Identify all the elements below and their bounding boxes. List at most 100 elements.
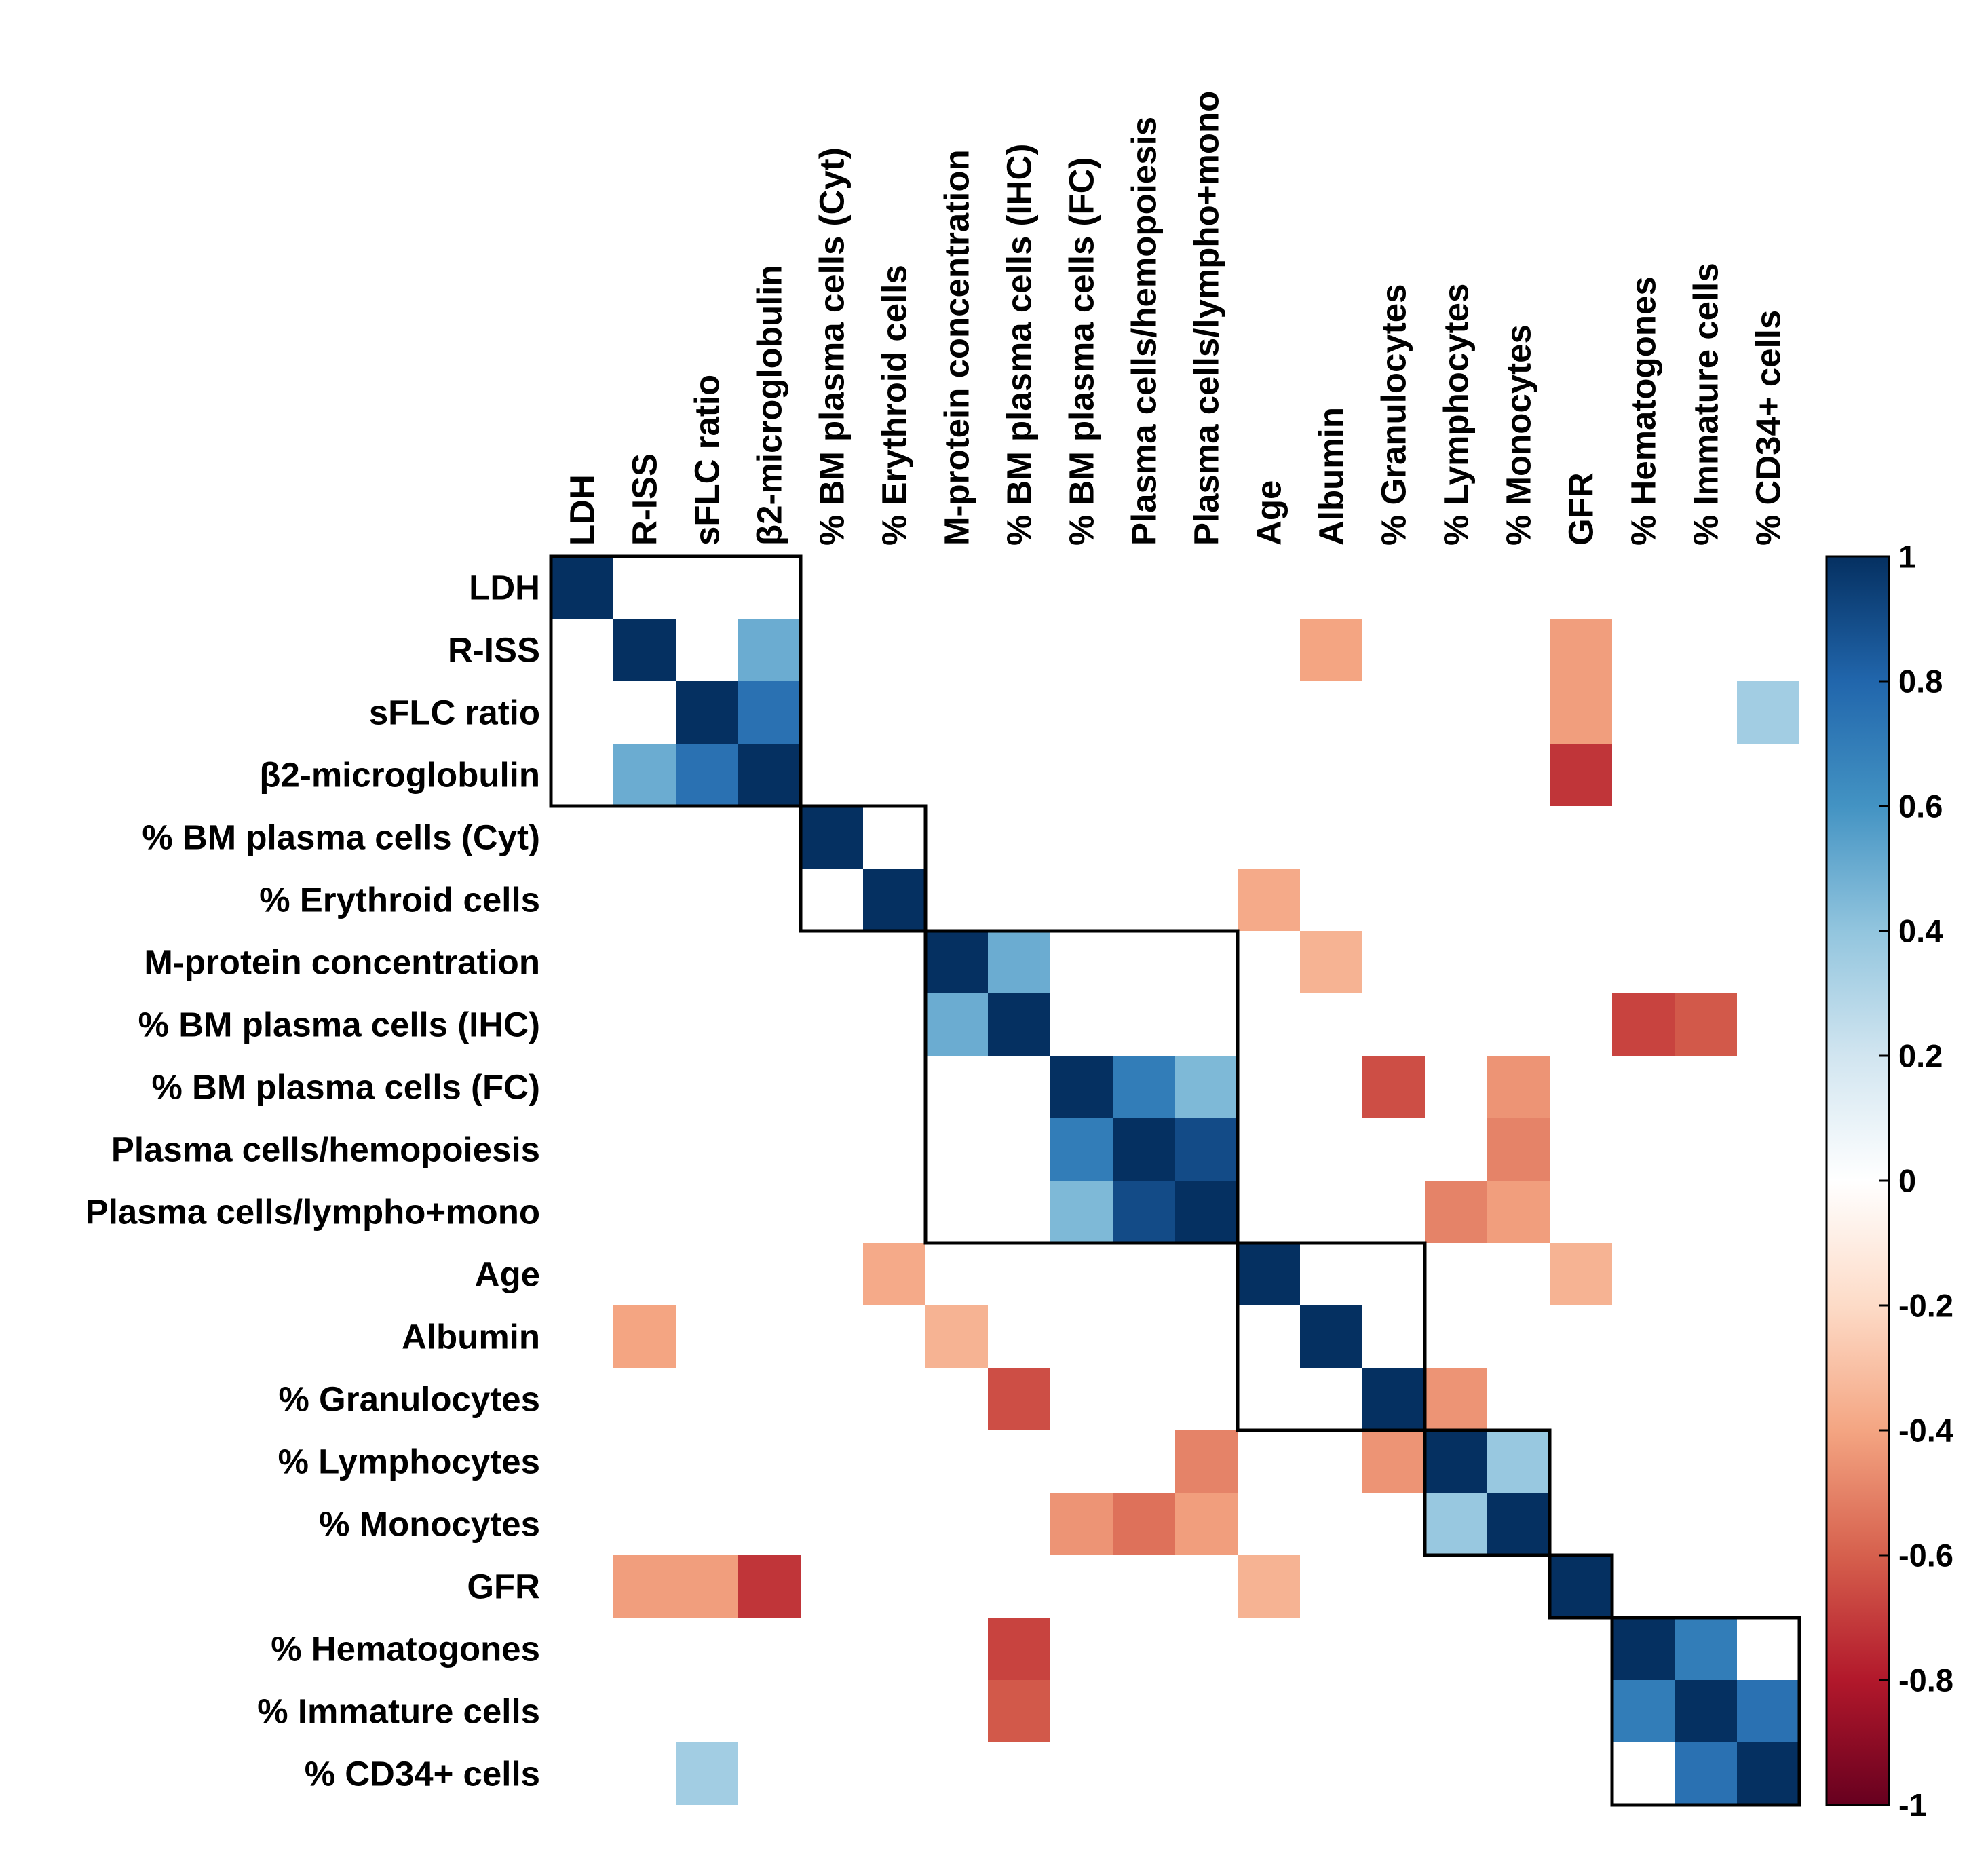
heatmap-cell [613,619,676,681]
heatmap-cell [1675,1618,1737,1680]
heatmap-cell [676,681,738,744]
row-label-sflc-ratio: sFLC ratio [369,693,540,732]
row-label-ldh: LDH [469,569,540,607]
heatmap-cell [1362,1430,1425,1493]
heatmap-cell [1113,1493,1175,1555]
cluster-box [1548,1553,1614,1620]
row-label-plasma-cells-hemopoiesis: Plasma cells/hemopoiesis [111,1130,540,1169]
color-bar-tick-label: -0.6 [1898,1538,1953,1574]
heatmap-cell [1050,1181,1113,1243]
column-label-bm-plasma-cells-cyt: % BM plasma cells (Cyt) [813,147,852,546]
heatmap-cell [1113,1181,1175,1243]
cluster-box [1423,1428,1552,1557]
color-bar-tick-label: -1 [1898,1787,1927,1823]
heatmap-cell [738,619,801,681]
heatmap-cell [1300,1305,1362,1368]
row-label-m-protein-concentration: M-protein concentration [144,943,540,982]
heatmap-cell [1487,1493,1550,1555]
row-label-plasma-cells-lympho-mono: Plasma cells/lympho+mono [85,1193,540,1232]
cluster-box [799,804,928,933]
row-label-lymphocytes: % Lymphocytes [278,1443,540,1481]
heatmap-cell [1487,1056,1550,1118]
column-label-plasma-cells-lympho-mono: Plasma cells/lympho+mono [1187,91,1226,546]
color-bar-tick-label: 1 [1898,539,1916,575]
row-labels: LDH R-ISS sFLC ratio β2-microglobulin % BM p… [85,569,540,1793]
heatmap-cell [1175,1056,1238,1118]
cluster-box [549,554,803,808]
row-label-cd34-cells: % CD34+ cells [305,1755,540,1793]
heatmap-cell [1550,1243,1612,1305]
heatmap-cell [1362,1056,1425,1118]
column-label-bm-plasma-cells-fc: % BM plasma cells (FC) [1063,157,1101,546]
heatmap-cell [925,993,988,1056]
heatmap-cell [551,556,613,619]
heatmap-cell [1300,931,1362,993]
heatmap-cell [1238,869,1300,931]
column-label-m-protein-concentration: M-protein concentration [938,149,976,546]
heatmap-cell [738,1555,801,1618]
row-label-immature-cells: % Immature cells [257,1692,540,1731]
heatmap-cell [1737,1742,1799,1805]
column-label-2-microglobulin: β2-microglobulin [750,265,789,546]
heatmap-cell [1487,1430,1550,1493]
heatmap-cell [1487,1181,1550,1243]
color-bar-tick-label: 0 [1898,1163,1916,1199]
row-label-hematogones: % Hematogones [271,1630,540,1669]
color-bar-tick-label: 0.4 [1898,913,1943,949]
row-label-bm-plasma-cells-ihc: % BM plasma cells (IHC) [138,1006,540,1044]
heatmap-cell [1238,1243,1300,1305]
heatmap-cell [988,1680,1050,1742]
heatmap-cell [1050,1493,1113,1555]
heatmap-cell [801,806,863,869]
heatmap-cell [988,1368,1050,1430]
heatmap-cell [1362,1368,1425,1430]
heatmap-cell [738,744,801,806]
row-label-monocytes: % Monocytes [319,1505,540,1544]
column-label-albumin: Albumin [1312,407,1351,546]
row-label-bm-plasma-cells-cyt: % BM plasma cells (Cyt) [142,818,540,857]
column-label-plasma-cells-hemopoiesis: Plasma cells/hemopoiesis [1125,117,1164,546]
color-bar-tick-label: 0.8 [1898,664,1943,700]
color-bar-tick-label: -0.4 [1898,1413,1953,1449]
heatmap-cell [925,1305,988,1368]
row-label-bm-plasma-cells-fc: % BM plasma cells (FC) [152,1068,540,1107]
color-bar-tick-label: -0.8 [1898,1662,1953,1698]
heatmap-cell [1238,1555,1300,1618]
heatmap-cell [1050,1118,1113,1181]
heatmap-cell [1425,1368,1487,1430]
heatmap-cell [1612,1618,1675,1680]
heatmap-cell [1675,993,1737,1056]
color-legend: 1 0.8 0.6 0.4 0.2 0 -0.2 -0.4 -0.6 -0.8 -1 [1825,539,1953,1823]
cluster-box [1236,1241,1427,1432]
cluster-box [923,929,1240,1245]
heatmap-cells [551,556,1799,1805]
heatmap-cell [1550,619,1612,681]
column-label-granulocytes: % Granulocytes [1375,284,1413,546]
heatmap-cell [1612,1680,1675,1742]
heatmap-cell [613,1555,676,1618]
row-label-albumin: Albumin [402,1318,540,1356]
heatmap-cell [1737,1680,1799,1742]
heatmap-cell [1425,1493,1487,1555]
column-label-monocytes: % Monocytes [1499,324,1538,546]
cluster-boxes [549,554,1801,1807]
column-label-r-iss: R-ISS [626,453,664,546]
heatmap-cell [1425,1181,1487,1243]
row-label-gfr: GFR [467,1567,540,1606]
heatmap-cell [1175,1181,1238,1243]
heatmap-cell [1550,744,1612,806]
heatmap-cell [1612,993,1675,1056]
heatmap-cell [1675,1742,1737,1805]
heatmap-cell [925,931,988,993]
heatmap-cell [863,1243,925,1305]
heatmap-cell [738,681,801,744]
heatmap-cell [613,1305,676,1368]
heatmap-cell [863,869,925,931]
heatmap-cell [1737,681,1799,744]
heatmap-cell [676,744,738,806]
heatmap-cell [1113,1056,1175,1118]
row-label-age: Age [475,1255,540,1294]
color-bar-tick-label: 0.2 [1898,1038,1943,1074]
